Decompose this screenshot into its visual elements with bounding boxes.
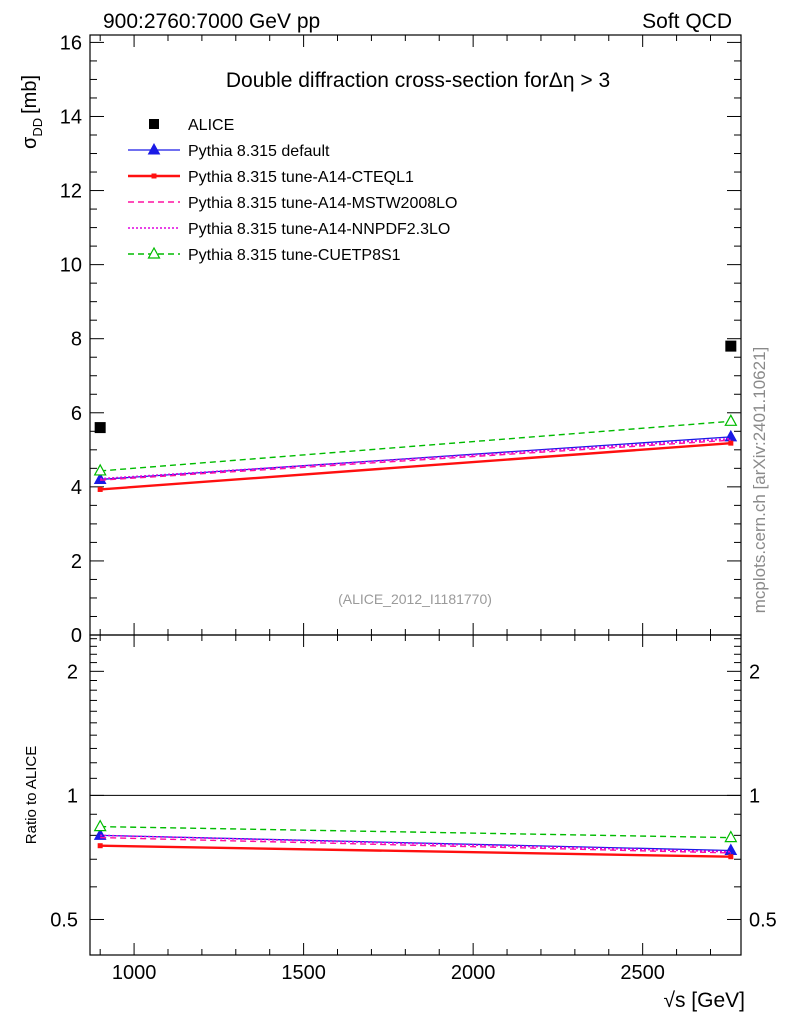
legend-label-0: Pythia 8.315 default — [188, 143, 330, 160]
series-marker-4 — [93, 463, 107, 476]
series-line-3 — [100, 437, 731, 480]
side-source-text: mcplots.cern.ch [arXiv:2401.10621] — [750, 347, 769, 613]
legend-marker-0 — [147, 142, 161, 155]
y-tick-label: 12 — [60, 181, 82, 203]
legend-marker-alice — [149, 119, 159, 129]
ratio-marker-4 — [93, 819, 107, 832]
y-axis-label-subscript: DD — [30, 118, 45, 137]
header-right: Soft QCD — [642, 10, 732, 33]
series-line-1 — [100, 441, 731, 491]
svg-text:σDD[mb]: σDD [mb] — [19, 75, 45, 149]
y-axis-label: σDD [mb] — [19, 75, 45, 149]
x-tick-label: 2000 — [451, 962, 496, 984]
ratio-series-group — [93, 819, 738, 860]
ratio-marker-4 — [724, 830, 738, 843]
reference-tag: (ALICE_2012_I1181770) — [338, 591, 492, 607]
x-axis-ticks: 1000 1500 2000 2500 — [99, 35, 711, 984]
ratio-marker-0 — [724, 843, 738, 856]
main-series-group — [93, 414, 738, 492]
series-line-2 — [100, 439, 731, 481]
ratio-marker-1 — [97, 843, 103, 849]
legend: ALICE Pythia 8.315 default Pythia 8.315 tu… — [128, 117, 457, 264]
header-left: 900:2760:7000 GeV pp — [103, 10, 320, 33]
chart-title: Double diffraction cross-section forΔη >… — [226, 69, 610, 92]
ratio-tick-label-right: 1 — [749, 785, 760, 807]
ratio-tick-label-right: 2 — [749, 661, 760, 683]
legend-marker-1 — [151, 173, 157, 179]
y-tick-label: 0 — [71, 625, 82, 647]
y-tick-label: 14 — [60, 106, 82, 128]
ratio-tick-label: 2 — [67, 661, 78, 683]
ratio-line-2 — [100, 836, 731, 854]
ratio-line-3 — [100, 834, 731, 853]
y-tick-label: 8 — [71, 329, 82, 351]
y-tick-label: 10 — [60, 255, 82, 277]
legend-label-alice: ALICE — [188, 117, 234, 134]
y-tick-label: 4 — [71, 477, 82, 499]
ratio-marker-0 — [93, 828, 107, 840]
y-tick-label: 2 — [71, 551, 82, 573]
series-marker-1 — [97, 486, 103, 492]
ratio-axis-label: Ratio to ALICE — [23, 746, 40, 844]
ratio-tick-label-right: 0.5 — [749, 909, 777, 931]
y-axis-label-unit: [mb] — [19, 75, 41, 114]
legend-label-1: Pythia 8.315 tune-A14-CTEQL1 — [188, 169, 414, 186]
x-tick-label: 2500 — [620, 962, 665, 984]
data-points-group — [94, 340, 737, 434]
ratio-tick-label: 0.5 — [50, 909, 78, 931]
series-marker-4 — [724, 414, 738, 426]
y-axis-label-symbol: σ — [19, 136, 41, 149]
data-point-alice — [725, 340, 737, 352]
legend-label-2: Pythia 8.315 tune-A14-MSTW2008LO — [188, 195, 457, 212]
x-axis-label: √s [GeV] — [663, 989, 745, 1012]
ratio-axis-ticks: 0.5 0.5 1 1 2 2 — [50, 638, 777, 931]
y-tick-label: 6 — [71, 403, 82, 425]
ratio-marker-1 — [728, 854, 734, 860]
series-line-4 — [100, 420, 731, 472]
ratio-line-1 — [100, 844, 731, 858]
x-tick-label: 1500 — [281, 962, 326, 984]
x-tick-label: 1000 — [112, 962, 157, 984]
series-marker-1 — [728, 440, 734, 446]
ratio-tick-label: 1 — [67, 785, 78, 807]
legend-label-4: Pythia 8.315 tune-CUETP8S1 — [188, 247, 401, 264]
series-line-0 — [100, 436, 731, 481]
legend-marker-4 — [147, 246, 161, 259]
main-axis-ticks: 0 2 4 6 8 10 12 14 16 — [60, 32, 741, 647]
ratio-line-4 — [100, 825, 731, 839]
legend-label-3: Pythia 8.315 tune-A14-NNPDF2.3LO — [188, 221, 450, 238]
data-point-alice — [94, 422, 106, 434]
y-tick-label: 16 — [60, 32, 82, 54]
